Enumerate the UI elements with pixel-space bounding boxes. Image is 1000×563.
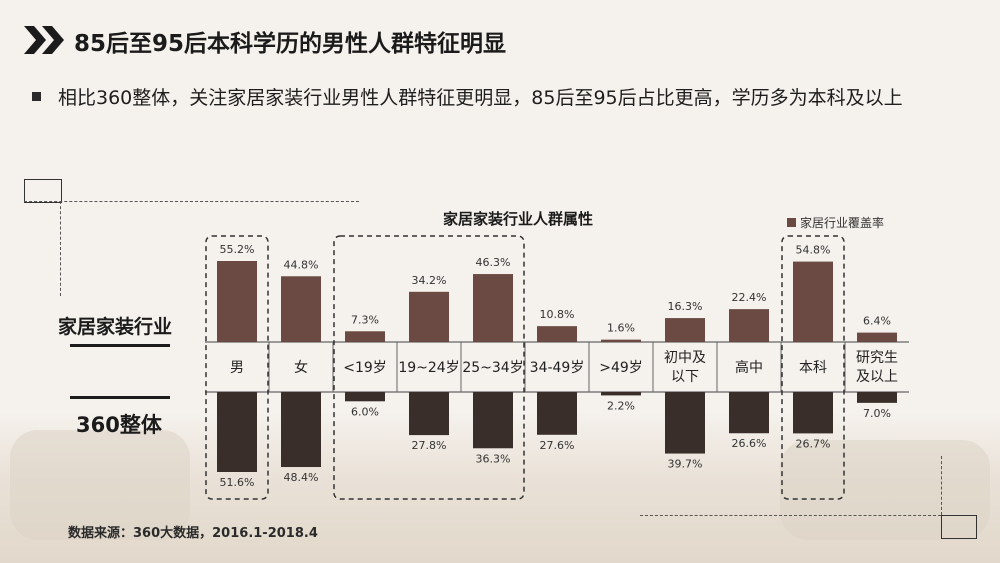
- decorative-frame-top-left: [24, 179, 62, 203]
- overall-value-label: 2.2%: [607, 399, 635, 412]
- category-label: 以下: [671, 369, 699, 385]
- industry-bar: [729, 309, 769, 342]
- industry-value-label: 34.2%: [412, 274, 447, 287]
- industry-bar: [665, 318, 705, 342]
- category-label: 19~24岁: [398, 360, 459, 376]
- category-label: 34-49岁: [530, 360, 585, 376]
- overall-value-label: 39.7%: [668, 458, 703, 471]
- industry-bar: [537, 326, 577, 342]
- industry-value-label: 46.3%: [476, 256, 511, 269]
- category-label: >49岁: [599, 360, 643, 376]
- overall-bar: [217, 392, 257, 472]
- overall-bar: [665, 392, 705, 454]
- industry-value-label: 7.3%: [351, 313, 379, 326]
- category-label: 男: [230, 360, 244, 376]
- industry-bar: [793, 261, 833, 342]
- overall-value-label: 6.0%: [351, 405, 379, 418]
- overall-value-label: 48.4%: [284, 471, 319, 484]
- industry-value-label: 16.3%: [668, 300, 703, 313]
- industry-bar: [281, 276, 321, 342]
- decorative-dash-line: [640, 515, 941, 516]
- highlight-group-frame: [781, 235, 845, 500]
- industry-value-label: 6.4%: [863, 315, 891, 328]
- category-label: 女: [294, 359, 308, 376]
- highlight-group-frame: [205, 235, 269, 500]
- industry-value-label: 10.8%: [540, 308, 575, 321]
- overall-value-label: 27.6%: [540, 439, 575, 452]
- industry-bar: [217, 261, 257, 342]
- overall-bar: [537, 392, 577, 435]
- chevrons-icon: [24, 26, 64, 54]
- row-label-overall: 360整体: [76, 413, 162, 437]
- industry-value-label: 44.8%: [284, 258, 319, 271]
- industry-value-label: 55.2%: [220, 243, 255, 256]
- category-label: 高中: [735, 359, 763, 376]
- industry-bar: [601, 339, 641, 342]
- industry-bar: [345, 331, 385, 342]
- overall-bar: [473, 392, 513, 449]
- overall-value-label: 26.7%: [796, 437, 831, 450]
- industry-value-label: 22.4%: [732, 291, 767, 304]
- industry-value-label: 1.6%: [607, 322, 635, 335]
- overall-bar: [601, 392, 641, 396]
- highlight-group-frame: [333, 235, 525, 500]
- category-label: 本科: [799, 360, 827, 376]
- overall-bar: [793, 392, 833, 434]
- overall-value-label: 7.0%: [863, 407, 891, 420]
- industry-bar: [473, 274, 513, 342]
- industry-value-label: 54.8%: [796, 244, 831, 257]
- background-sofa-left: [10, 430, 190, 540]
- legend-label: 家居行业覆盖率: [800, 215, 884, 230]
- row-underline-industry: [70, 344, 170, 347]
- overall-bar: [345, 392, 385, 402]
- overall-bar: [409, 392, 449, 436]
- overall-bar: [281, 392, 321, 468]
- overall-value-label: 51.6%: [220, 476, 255, 489]
- source-note: 数据来源：360大数据，2016.1-2018.4: [68, 526, 318, 541]
- decorative-dash-line: [60, 201, 61, 296]
- page-title: 85后至95后本科学历的男性人群特征明显: [74, 31, 507, 57]
- overall-bar: [857, 392, 897, 403]
- row-label-industry: 家居家装行业: [58, 316, 173, 338]
- category-label: <19岁: [343, 360, 387, 376]
- industry-bar: [409, 291, 449, 342]
- category-label: 初中及: [664, 349, 706, 366]
- decorative-dash-line: [24, 201, 359, 202]
- overall-bar: [729, 392, 769, 434]
- category-label: 及以上: [856, 369, 898, 385]
- decorative-dash-line: [941, 456, 942, 515]
- bullet-text: 相比360整体，关注家居家装行业男性人群特征更明显，85后至95后占比更高，学历…: [58, 87, 903, 109]
- legend-swatch: [787, 218, 796, 227]
- decorative-frame-bottom-right: [941, 515, 977, 539]
- industry-bar: [857, 332, 897, 342]
- overall-value-label: 36.3%: [476, 452, 511, 465]
- overall-value-label: 26.6%: [732, 437, 767, 450]
- category-label: 研究生: [856, 350, 898, 366]
- chart-title: 家居家装行业人群属性: [443, 210, 593, 228]
- category-label: 25~34岁: [462, 360, 523, 376]
- background-sofa-right: [780, 440, 990, 540]
- overall-value-label: 27.8%: [412, 439, 447, 452]
- row-underline-overall: [70, 396, 170, 399]
- bullet-icon: [32, 92, 41, 101]
